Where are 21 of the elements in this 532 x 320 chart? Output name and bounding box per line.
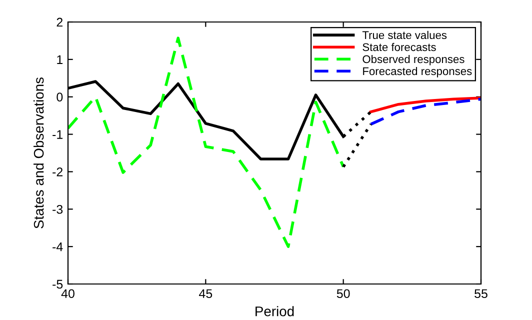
legend-label: True state values [362, 30, 447, 40]
y-tick-label: 1 [57, 55, 63, 64]
line-series [369, 96, 481, 114]
y-axis-title: States and Observations [34, 77, 44, 228]
x-tick-label: 50 [336, 289, 350, 298]
x-tick-label: 45 [199, 289, 212, 298]
y-tick-label: -4 [52, 242, 63, 252]
legend-label: Forecasted responses [363, 66, 472, 78]
y-tick-label: 2 [56, 18, 63, 27]
y-tick-label: -3 [52, 204, 63, 214]
y-tick-label: 0 [56, 92, 63, 102]
y-tick-label: -2 [52, 168, 63, 176]
legend-label: State forecasts [362, 42, 436, 52]
line-series [369, 98, 481, 126]
x-tick-label: 40 [61, 289, 74, 298]
y-tick-label: -5 [52, 280, 63, 289]
x-axis-title: Period [256, 306, 294, 316]
x-tick-label: 55 [474, 289, 488, 298]
legend-label: Observed responses [362, 54, 464, 66]
y-tick-label: -1 [52, 130, 63, 139]
line-series [68, 36, 345, 248]
